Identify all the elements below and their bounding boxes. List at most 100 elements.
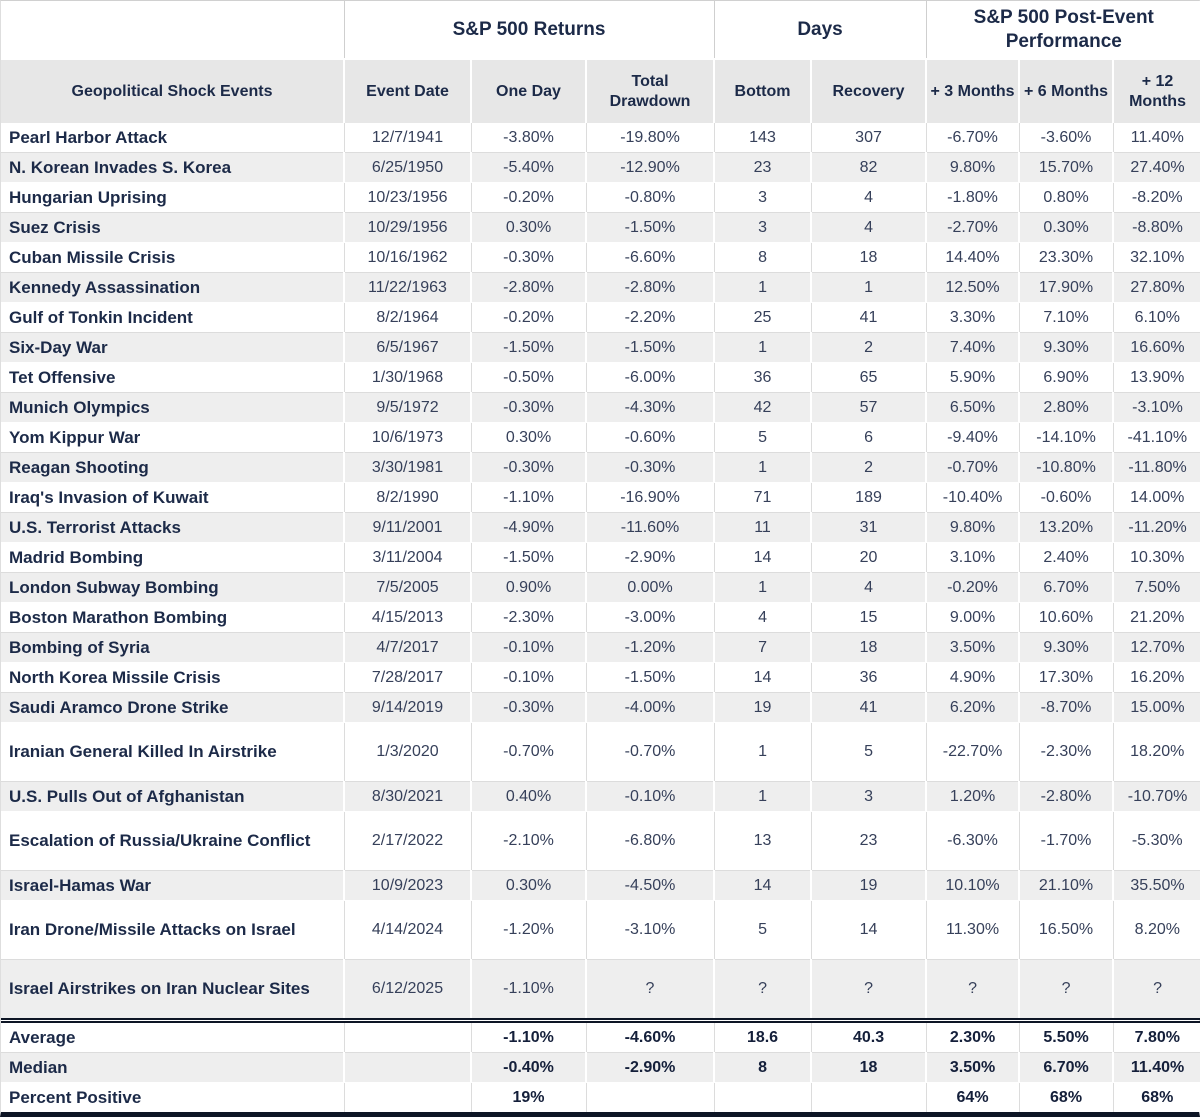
table-row: Iran Drone/Missile Attacks on Israel 4/14… <box>1 900 1200 960</box>
table-row-value-cell: -3.00% <box>586 602 715 633</box>
table-row: Kennedy Assassination 11/22/1963 -2.80% -2.… <box>1 272 1200 303</box>
table-row-value-cell: 1 <box>811 272 928 303</box>
summary-row-value-cell: 8 <box>714 1052 813 1083</box>
table-row-value-cell: 3/30/1981 <box>344 452 472 483</box>
table-row-value-cell: -2.80% <box>586 272 716 303</box>
table-row-value-cell: 1 <box>714 722 812 782</box>
table-row-value-cell: -11.80% <box>1113 452 1200 483</box>
table-row-value-cell: 7.50% <box>1113 572 1200 603</box>
table-row-value-cell: -12.90% <box>586 152 716 183</box>
table-row: North Korea Missile Crisis 7/28/2017 -0.10… <box>1 662 1200 693</box>
table-row-value-cell: 11 <box>714 512 813 543</box>
summary-row-value-cell: -1.10% <box>471 1018 587 1053</box>
table-row-value-cell: 4 <box>811 182 927 213</box>
table-row: Pearl Harbor Attack 12/7/1941 -3.80% -19.80… <box>1 123 1200 153</box>
table-row: Yom Kippur War 10/6/1973 0.30% -0.60% 5 6 -9.4… <box>1 422 1200 453</box>
table-row-value-cell: -0.30% <box>471 242 587 273</box>
summary-row-value-cell <box>811 1082 927 1112</box>
table-row-value-cell: 6.70% <box>1019 572 1115 603</box>
table-row-value-cell: ? <box>1113 959 1200 1021</box>
table-row-value-cell: 6.10% <box>1113 302 1200 333</box>
table-row-label-cell: Israel-Hamas War <box>1 870 345 901</box>
table-row: Tet Offensive 1/30/1968 -0.50% -6.00% 36 65 5.… <box>1 362 1200 393</box>
table-row-label-cell: Suez Crisis <box>1 212 345 243</box>
table-row-value-cell: 12.70% <box>1113 632 1200 663</box>
table-row: U.S. Pulls Out of Afghanistan 8/30/2021 0.… <box>1 781 1200 812</box>
table-row-value-cell: 9.30% <box>1019 632 1115 663</box>
table-row-value-cell: -6.70% <box>926 123 1020 153</box>
table-row-value-cell: 1 <box>714 781 813 812</box>
summary-row-value-cell <box>344 1082 472 1112</box>
table-row-value-cell: 12/7/1941 <box>344 123 472 153</box>
column-header-plus-3-months: + 3 Months <box>926 58 1021 123</box>
summary-row-value-cell <box>344 1052 472 1083</box>
table-row-value-cell: 11/22/1963 <box>344 272 472 303</box>
table-row-label-cell: Munich Olympics <box>1 392 345 423</box>
summary-row: Median -0.40% -2.90% 8 18 3.50% 6.70% 11.40% <box>1 1052 1200 1083</box>
group-header-days: Days <box>714 1 927 59</box>
column-header-one-day: One Day <box>471 58 587 123</box>
table-row-value-cell: -41.10% <box>1113 422 1200 453</box>
table-row-value-cell: -2.30% <box>471 602 587 633</box>
table-row-value-cell: 5 <box>714 422 812 453</box>
table-row-value-cell: 10/6/1973 <box>344 422 472 453</box>
table-row: N. Korean Invades S. Korea 6/25/1950 -5.40… <box>1 152 1200 183</box>
table-row-value-cell: -4.30% <box>586 392 716 423</box>
table-row-value-cell: 14 <box>714 542 812 573</box>
table-row-value-cell: -6.30% <box>926 811 1020 871</box>
table-row-value-cell: 2.80% <box>1019 392 1115 423</box>
table-row-value-cell: 1/30/1968 <box>344 362 472 393</box>
table-row-value-cell: -16.90% <box>586 482 715 513</box>
summary-row-value-cell: 6.70% <box>1019 1052 1115 1083</box>
table-row-value-cell: 21.10% <box>1019 870 1115 901</box>
table-row-label-cell: Yom Kippur War <box>1 422 345 453</box>
summary-row-label-cell: Median <box>1 1052 345 1083</box>
column-header-row: Geopolitical Shock Events Event Date One… <box>1 58 1200 123</box>
column-header-total-drawdown: Total Drawdown <box>586 58 716 123</box>
table-row: London Subway Bombing 7/5/2005 0.90% 0.00% 1… <box>1 572 1200 603</box>
table-row-value-cell: 19 <box>811 870 928 901</box>
table-row-value-cell: 1 <box>714 452 813 483</box>
table-row-value-cell: -0.30% <box>586 452 716 483</box>
table-row-value-cell: -9.40% <box>926 422 1020 453</box>
table-row-value-cell: -4.00% <box>586 692 716 723</box>
table-row-value-cell: -2.90% <box>586 542 715 573</box>
table-row: Madrid Bombing 3/11/2004 -1.50% -2.90% 14 20 3… <box>1 542 1200 573</box>
summary-row: Percent Positive 19% 64% 68% 68% <box>1 1082 1200 1112</box>
column-header-event-date: Event Date <box>344 58 472 123</box>
table-row-value-cell: 0.00% <box>586 572 716 603</box>
table-row-value-cell: -0.70% <box>926 452 1021 483</box>
table-row-label-cell: Madrid Bombing <box>1 542 345 573</box>
table-row-label-cell: Six-Day War <box>1 332 345 363</box>
table-row-value-cell: 0.40% <box>471 781 587 812</box>
table-row-value-cell: -3.10% <box>586 900 715 960</box>
table-row-label-cell: Gulf of Tonkin Incident <box>1 302 345 333</box>
summary-row-value-cell <box>586 1082 715 1112</box>
table-row: Israel Airstrikes on Iran Nuclear Sites 6… <box>1 959 1200 1021</box>
table-row-value-cell: 16.20% <box>1113 662 1200 693</box>
table-row-label-cell: Kennedy Assassination <box>1 272 345 303</box>
table-row-value-cell: 17.30% <box>1019 662 1114 693</box>
table-row-value-cell: ? <box>811 959 928 1021</box>
group-header-row: S&P 500 Returns Days S&P 500 Post-Event … <box>1 1 1200 59</box>
table-row-value-cell: 0.30% <box>471 212 587 243</box>
summary-row-label-cell: Average <box>1 1018 345 1053</box>
table-row-value-cell: 23 <box>811 811 927 871</box>
table-row-value-cell: -0.20% <box>471 302 587 333</box>
table-row-value-cell: 42 <box>714 392 813 423</box>
table-row: U.S. Terrorist Attacks 9/11/2001 -4.90% -11… <box>1 512 1200 543</box>
table-row-value-cell: 18 <box>811 632 928 663</box>
table-row-label-cell: Pearl Harbor Attack <box>1 123 345 153</box>
table-row-value-cell: 8.20% <box>1113 900 1200 960</box>
table-row-value-cell: 9.80% <box>926 512 1021 543</box>
table-row-value-cell: 9/14/2019 <box>344 692 472 723</box>
table-row-value-cell: -5.30% <box>1113 811 1200 871</box>
table-row-value-cell: -1.50% <box>586 662 715 693</box>
table-row-value-cell: 4/7/2017 <box>344 632 472 663</box>
table-row-value-cell: -2.80% <box>471 272 587 303</box>
table-row-value-cell: -2.70% <box>926 212 1021 243</box>
summary-row-value-cell: 3.50% <box>926 1052 1021 1083</box>
table-row-value-cell: 10.30% <box>1113 542 1200 573</box>
table-row-value-cell: 14 <box>714 662 812 693</box>
